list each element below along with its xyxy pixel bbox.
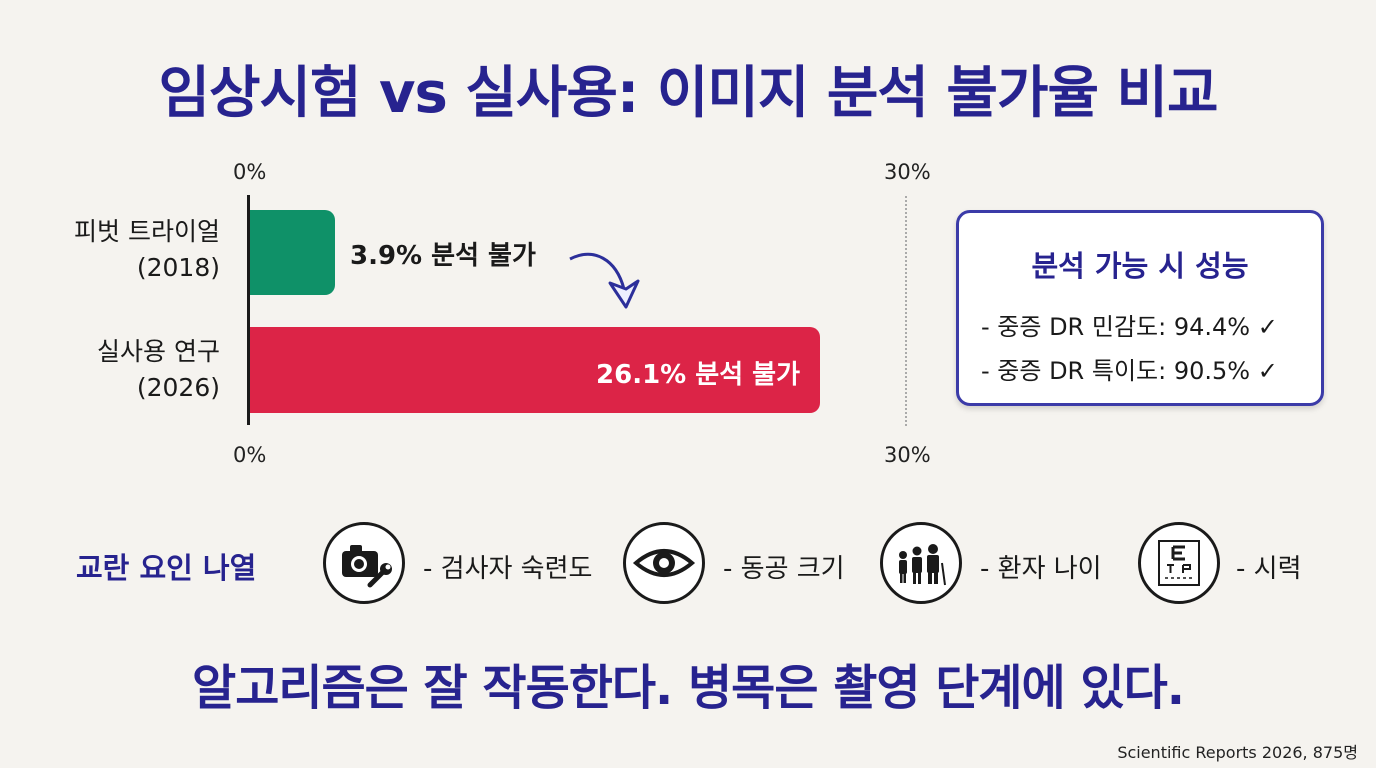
max-reference-line [905, 196, 907, 426]
tick-label-bottom-max: 30% [884, 443, 931, 467]
factor-patient-age: - 환자 나이 [980, 554, 1102, 584]
factor-operator-skill: - 검사자 숙련도 [423, 554, 593, 584]
eye-chart-icon [1138, 522, 1220, 604]
category-label-real-world-year: (2026) [136, 373, 220, 402]
y-axis-line [247, 195, 250, 425]
sensitivity-item: - 중증 DR 민감도: 94.4% ✓ [981, 313, 1278, 341]
conclusion-statement: 알고리즘은 잘 작동한다. 병목은 촬영 단계에 있다. [192, 660, 1185, 716]
bar-pivotal-trial [250, 210, 335, 295]
tick-label-top-max: 30% [884, 160, 931, 184]
page-title: 임상시험 vs 실사용: 이미지 분석 불가율 비교 [158, 61, 1218, 126]
performance-box-title: 분석 가능 시 성능 [1031, 249, 1249, 283]
tick-label-bottom-min: 0% [233, 443, 267, 467]
tick-label-top-min: 0% [233, 160, 267, 184]
source-citation: Scientific Reports 2026, 875명 [1117, 743, 1358, 762]
category-label-pivotal: 피벗 트라이얼 (2018) [20, 214, 220, 286]
category-label-real-world-name: 실사용 연구 [97, 337, 220, 366]
data-label-pivotal: 3.9% 분석 불가 [350, 241, 536, 271]
bar-real-world-study [250, 327, 820, 413]
category-label-pivotal-name: 피벗 트라이얼 [74, 217, 220, 246]
factors-heading: 교란 요인 나열 [76, 551, 257, 585]
factor-pupil-size: - 동공 크기 [723, 554, 845, 584]
performance-box: 분석 가능 시 성능 - 중증 DR 민감도: 94.4% ✓ - 중증 DR … [956, 210, 1324, 406]
eye-icon [623, 522, 705, 604]
specificity-item: - 중증 DR 특이도: 90.5% ✓ [981, 357, 1278, 385]
factor-visual-acuity: - 시력 [1236, 554, 1302, 584]
curved-arrow-icon [569, 253, 640, 309]
family-icon [880, 522, 962, 604]
camera-wrench-icon [323, 522, 405, 604]
data-label-real-world: 26.1% 분석 불가 [596, 360, 800, 390]
category-label-pivotal-year: (2018) [136, 253, 220, 282]
category-label-real-world: 실사용 연구 (2026) [20, 334, 220, 406]
